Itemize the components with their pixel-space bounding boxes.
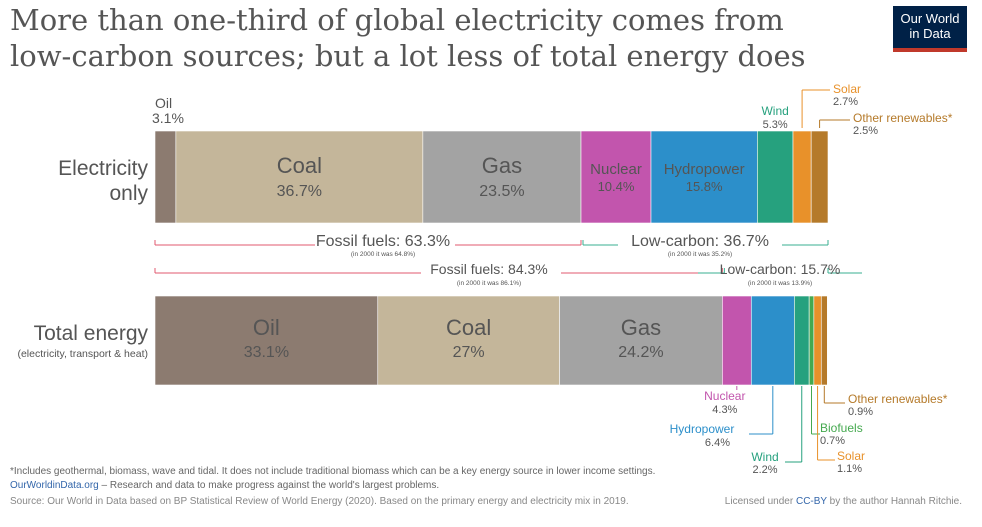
footnote: *Includes geothermal, biomass, wave and … <box>10 466 656 477</box>
elec-bar-nuclear <box>580 130 652 224</box>
license-note: Licensed under CC-BY by the author Hanna… <box>725 496 962 507</box>
site-line: OurWorldinData.org – Research and data t… <box>10 480 439 492</box>
total-bar-solar <box>813 295 822 386</box>
source-note: Source: Our World in Data based on BP St… <box>10 496 629 507</box>
site-description: – Research and data to make progress aga… <box>98 480 440 491</box>
total-wind-value: 2.2% <box>752 464 777 476</box>
title-line-1: More than one-third of global electricit… <box>10 3 784 37</box>
total-bar-wind <box>794 295 810 386</box>
total-hydro-value: 6.4% <box>705 437 730 449</box>
total-bar-other-renewables <box>820 295 828 386</box>
total-bar-coal <box>377 295 560 386</box>
total-lowcarbon-label: Low-carbon: 15.7% <box>720 261 841 277</box>
elec-wind-value: 5.3% <box>763 119 788 131</box>
logo-line-2: in Data <box>909 26 951 41</box>
total-fossil-note: (in 2000 it was 86.1%) <box>457 280 521 287</box>
elec-bar-coal <box>175 130 424 224</box>
total-category-sub: (electricity, transport & heat) <box>17 348 148 360</box>
total-nuclear-name: Nuclear <box>704 389 745 403</box>
elec-other-name: Other renewables* <box>853 111 953 125</box>
elec-oil-value: 3.1% <box>152 110 184 126</box>
elec-coal-value: 36.7% <box>277 183 322 200</box>
elec-wind-name: Wind <box>761 104 788 118</box>
elec-oil-name: Oil <box>155 95 172 111</box>
total-biofuels-value: 0.7% <box>820 435 845 447</box>
license-suffix: by the author Hannah Ritchie. <box>826 496 962 507</box>
total-gas-value: 24.2% <box>618 344 663 361</box>
elec-fossil-label: Fossil fuels: 63.3% <box>316 233 450 250</box>
site-link[interactable]: OurWorldinData.org <box>10 480 99 491</box>
total-gas-name: Gas <box>621 315 661 340</box>
elec-lowcarbon-label: Low-carbon: 36.7% <box>631 233 769 250</box>
total-hydro-name: Hydropower <box>670 422 735 436</box>
total-bar-hydropower <box>750 295 795 386</box>
total-coal-name: Coal <box>446 315 491 340</box>
total-oil-name: Oil <box>253 315 280 340</box>
elec-hydropower-value: 15.8% <box>686 179 723 194</box>
elec-fossil-note: (in 2000 it was 64.8%) <box>351 251 415 258</box>
total-lowcarbon-note: (in 2000 it was 13.9%) <box>748 280 812 287</box>
total-solar-value: 1.1% <box>837 463 862 475</box>
chart-title: More than one-third of global electricit… <box>10 2 880 74</box>
total-fossil-label: Fossil fuels: 84.3% <box>430 261 548 277</box>
logo-line-1: Our World <box>900 11 960 26</box>
title-line-2: low-carbon sources; but a lot less of to… <box>10 39 806 73</box>
elec-category-line-1: Electricity <box>58 157 148 180</box>
total-other-value: 0.9% <box>848 406 873 418</box>
elec-bar-oil <box>154 130 177 224</box>
elec-lowcarbon-note: (in 2000 it was 35.2%) <box>668 251 732 258</box>
total-oil-value: 33.1% <box>244 344 289 361</box>
elec-bar-gas <box>422 130 582 224</box>
total-bar-nuclear <box>722 295 752 386</box>
owid-logo[interactable]: Our World in Data <box>893 6 967 52</box>
total-bar-gas <box>559 295 723 386</box>
elec-gas-value: 23.5% <box>479 183 524 200</box>
license-prefix: Licensed under <box>724 496 796 507</box>
total-bar-biofuels <box>808 295 815 386</box>
total-category: Total energy <box>34 322 149 345</box>
elec-solar-name: Solar <box>833 82 861 96</box>
total-coal-value: 27% <box>453 344 485 361</box>
elec-gas-name: Gas <box>482 153 522 178</box>
elec-bar-wind <box>757 130 794 224</box>
total-nuclear-value: 4.3% <box>712 404 737 416</box>
elec-nuclear-value: 10.4% <box>598 179 635 194</box>
elec-solar-value: 2.7% <box>833 96 858 108</box>
elec-bar-hydropower <box>650 130 758 224</box>
elec-other-value: 2.5% <box>853 125 878 137</box>
total-bar-oil <box>154 295 379 386</box>
elec-bar-solar <box>792 130 812 224</box>
total-wind-name: Wind <box>751 450 778 464</box>
total-other-name: Other renewables* <box>848 392 948 406</box>
elec-bar-other-renewables <box>810 130 829 224</box>
total-biofuels-name: Biofuels <box>820 421 863 435</box>
elec-coal-name: Coal <box>277 153 322 178</box>
elec-nuclear-name: Nuclear <box>590 161 642 178</box>
total-solar-name: Solar <box>837 449 865 463</box>
license-link[interactable]: CC-BY <box>795 496 827 507</box>
elec-hydropower-name: Hydropower <box>664 161 745 178</box>
elec-category-line-2: only <box>109 182 148 205</box>
